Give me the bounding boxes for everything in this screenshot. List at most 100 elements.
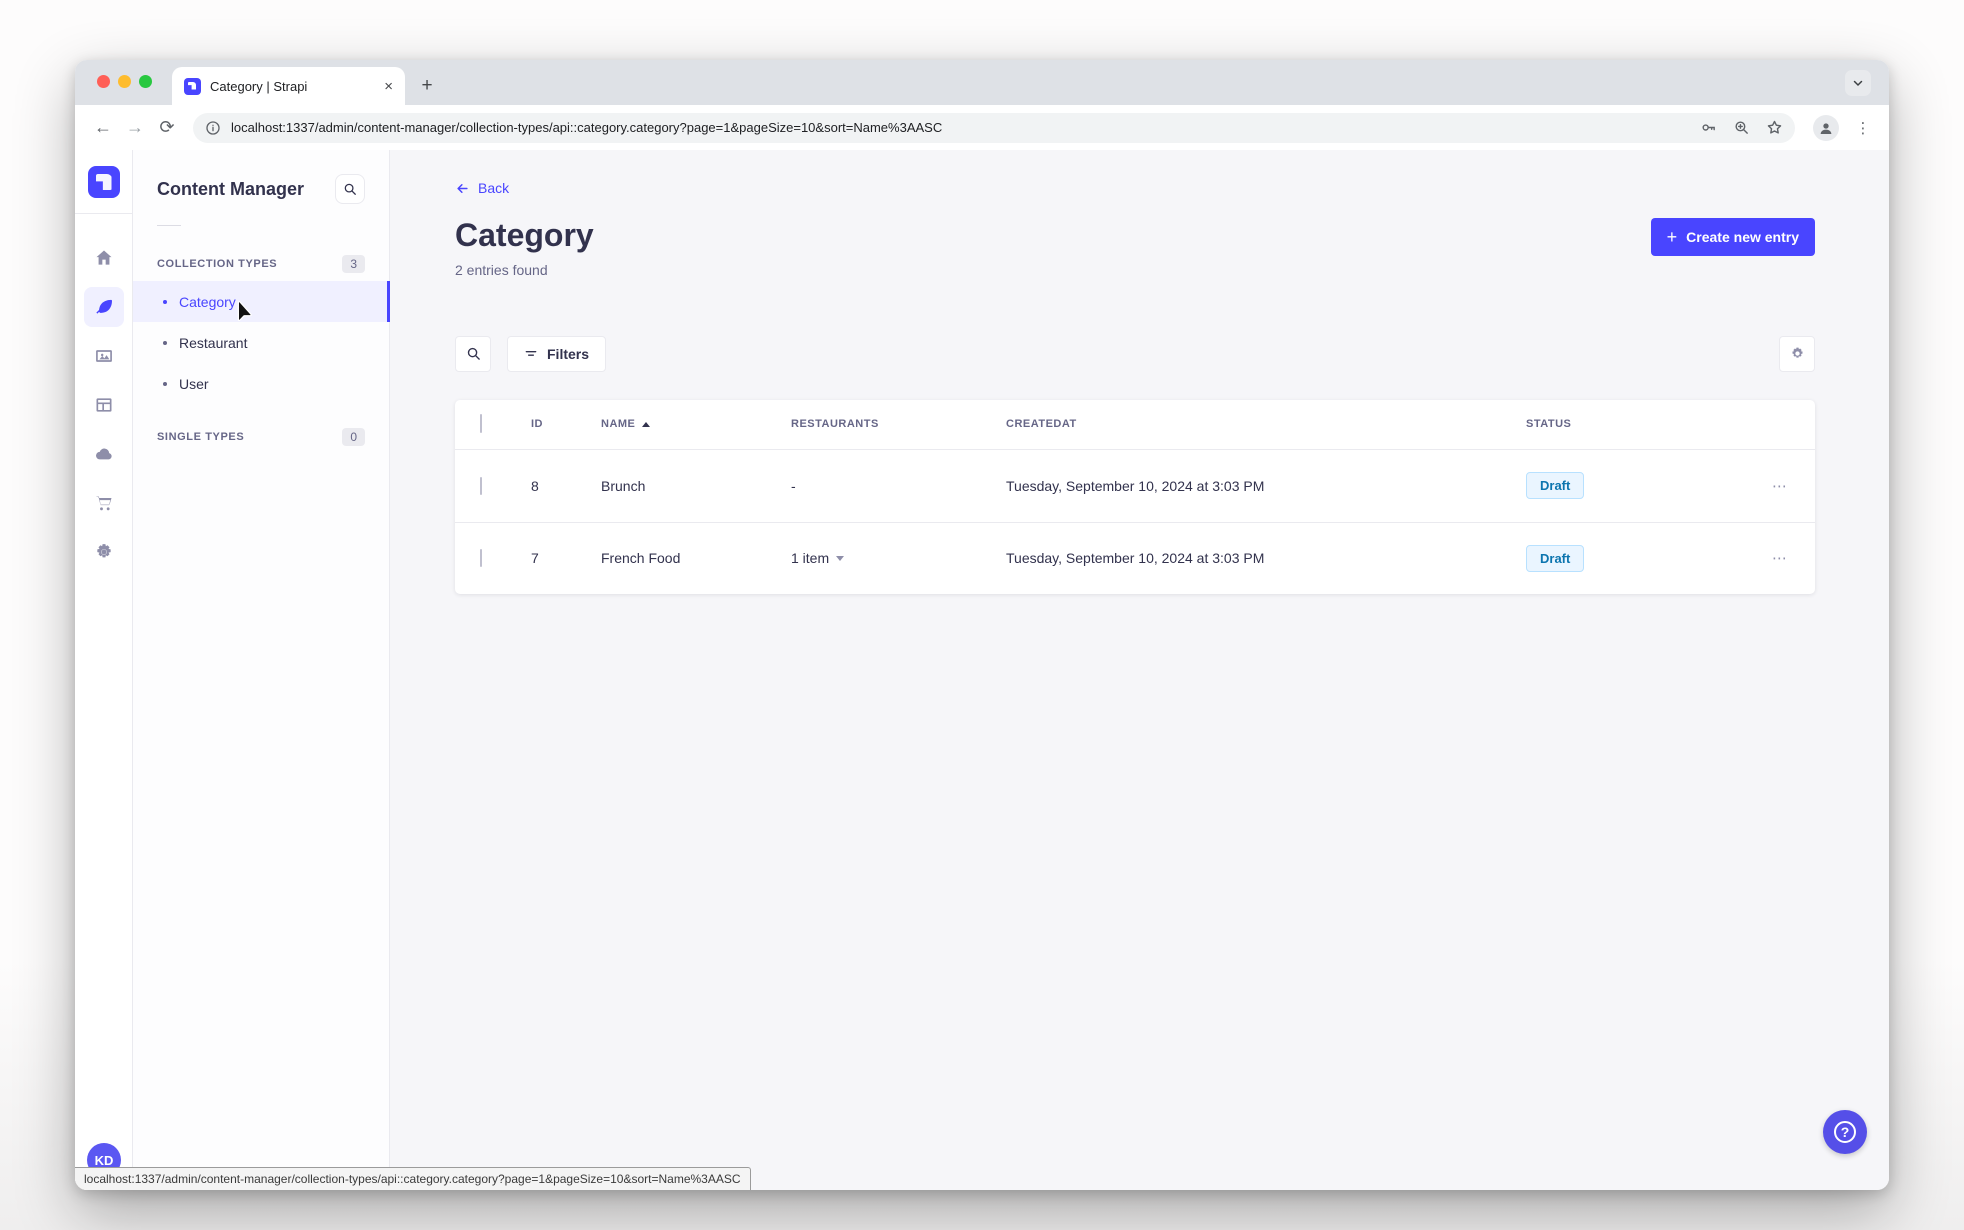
column-header-restaurants[interactable]: RESTAURANTS (791, 418, 879, 431)
cell-createdat: Tuesday, September 10, 2024 at 3:03 PM (1006, 550, 1265, 567)
main-content: Back Category 2 entries found + Create n… (390, 150, 1889, 1190)
strapi-logo-link[interactable] (75, 150, 132, 214)
cell-createdat: Tuesday, September 10, 2024 at 3:03 PM (1006, 477, 1265, 494)
single-types-count-badge: 0 (342, 428, 365, 446)
password-key-icon[interactable] (1700, 119, 1717, 136)
strapi-favicon (184, 77, 201, 95)
status-bar-url: localhost:1337/admin/content-manager/col… (75, 1167, 751, 1190)
search-icon (467, 348, 480, 360)
gear-icon (1792, 347, 1802, 358)
entries-count: 2 entries found (455, 261, 548, 278)
status-badge: Draft (1526, 472, 1585, 500)
cell-name: French Food (601, 550, 681, 567)
column-header-createdat[interactable]: CREATEDAT (1006, 418, 1077, 431)
browser-menu-icon[interactable]: ⋮ (1855, 119, 1871, 137)
table-row[interactable]: 8 Brunch - Tuesday, September 10, 2024 a… (455, 450, 1815, 522)
expand-restaurants-icon[interactable] (836, 555, 845, 561)
browser-tab[interactable]: Category | Strapi × (172, 67, 405, 105)
cell-restaurants: 1 item (791, 550, 830, 567)
main-nav-rail: KD (75, 150, 133, 1190)
row-actions-menu-icon[interactable]: ⋯ (1772, 477, 1789, 495)
browser-tab-strip: Category | Strapi × + (75, 60, 1889, 105)
status-badge: Draft (1526, 544, 1585, 572)
filters-label: Filters (547, 345, 590, 362)
question-mark-icon: ? (1834, 1121, 1856, 1143)
site-info-icon[interactable] (205, 120, 221, 136)
marketplace-cart-icon[interactable] (84, 483, 124, 523)
subnav-item-label: Category (179, 293, 236, 310)
content-manager-feather-icon[interactable] (83, 287, 124, 327)
content-type-builder-icon[interactable] (84, 385, 124, 425)
strapi-logo (87, 166, 120, 198)
bookmark-star-icon[interactable] (1766, 119, 1783, 136)
bullet-icon (163, 299, 167, 304)
media-library-icon[interactable] (84, 336, 124, 376)
minimize-window-button[interactable] (118, 75, 131, 88)
bullet-icon (163, 381, 167, 386)
browser-profile-avatar[interactable] (1813, 114, 1839, 141)
settings-gear-icon[interactable] (84, 532, 124, 572)
subnav-search-button[interactable] (335, 174, 365, 204)
create-new-entry-button[interactable]: + Create new entry (1650, 217, 1815, 256)
zoom-magnifier-icon[interactable] (1733, 119, 1750, 136)
mouse-cursor (237, 301, 252, 322)
tab-title: Category | Strapi (210, 78, 308, 94)
url-bar[interactable]: localhost:1337/admin/content-manager/col… (193, 112, 1795, 143)
collection-types-count-badge: 3 (342, 255, 365, 273)
entries-table: ID NAME RESTAURANTS CREATEDAT STATUS 8 B… (455, 399, 1815, 594)
cell-name: Brunch (601, 477, 646, 494)
single-types-section: SINGLE TYPES 0 (133, 420, 389, 454)
section-label: SINGLE TYPES (157, 431, 245, 443)
cell-restaurants: - (791, 477, 796, 494)
column-header-status[interactable]: STATUS (1526, 418, 1572, 431)
new-tab-button[interactable]: + (421, 75, 433, 96)
cell-id: 8 (531, 477, 539, 494)
sort-ascending-icon (642, 421, 651, 427)
back-arrow-icon (457, 183, 468, 193)
view-settings-button[interactable] (1779, 335, 1815, 372)
cloud-icon[interactable] (84, 434, 124, 474)
subnav-item-label: User (179, 375, 209, 392)
filters-button[interactable]: Filters (507, 335, 607, 372)
tab-search-chevron-icon[interactable] (1845, 70, 1871, 96)
forward-nav-icon[interactable]: → (126, 117, 144, 137)
close-window-button[interactable] (97, 75, 110, 88)
collection-types-section: COLLECTION TYPES 3 (133, 247, 389, 281)
row-actions-menu-icon[interactable]: ⋯ (1772, 550, 1789, 568)
table-row[interactable]: 7 French Food 1 item Tuesday, September … (455, 521, 1815, 594)
back-nav-icon[interactable]: ← (94, 117, 112, 137)
tab-close-icon[interactable]: × (384, 77, 393, 95)
back-link[interactable]: Back (455, 180, 509, 196)
help-button[interactable]: ? (1823, 1110, 1867, 1154)
browser-window: Category | Strapi × + ← → ⟳ localhost:13… (75, 60, 1889, 1190)
home-icon[interactable] (84, 238, 124, 278)
row-checkbox[interactable] (480, 476, 482, 495)
subnav-item-category[interactable]: Category (133, 281, 390, 322)
cell-id: 7 (531, 550, 539, 567)
filter-icon (525, 350, 537, 356)
subnav-item-restaurant[interactable]: Restaurant (133, 322, 389, 363)
zoom-window-button[interactable] (139, 75, 152, 88)
row-checkbox[interactable] (480, 549, 482, 568)
url-text: localhost:1337/admin/content-manager/col… (231, 120, 943, 135)
column-header-name[interactable]: NAME (601, 418, 791, 430)
table-header-row: ID NAME RESTAURANTS CREATEDAT STATUS (455, 400, 1815, 450)
page-title: Category (455, 216, 594, 253)
select-all-checkbox[interactable] (480, 414, 482, 434)
search-entries-button[interactable] (455, 335, 491, 372)
column-header-id[interactable]: ID (531, 418, 543, 431)
subnav-item-user[interactable]: User (133, 363, 389, 404)
browser-toolbar: ← → ⟳ localhost:1337/admin/content-manag… (75, 105, 1889, 150)
plus-icon: + (1666, 226, 1678, 247)
window-controls (97, 75, 152, 88)
strapi-admin: KD Content Manager COLLECTION TYPES 3 Ca… (75, 150, 1889, 1190)
subnav-divider (157, 225, 181, 226)
bullet-icon (163, 340, 167, 345)
section-label: COLLECTION TYPES (157, 258, 278, 270)
reload-icon[interactable]: ⟳ (159, 117, 175, 137)
subnav-item-label: Restaurant (179, 334, 248, 351)
subnav-title: Content Manager (157, 178, 305, 199)
content-manager-subnav: Content Manager COLLECTION TYPES 3 Categ… (133, 150, 390, 1190)
create-new-entry-label: Create new entry (1686, 228, 1799, 245)
back-label: Back (478, 180, 510, 196)
